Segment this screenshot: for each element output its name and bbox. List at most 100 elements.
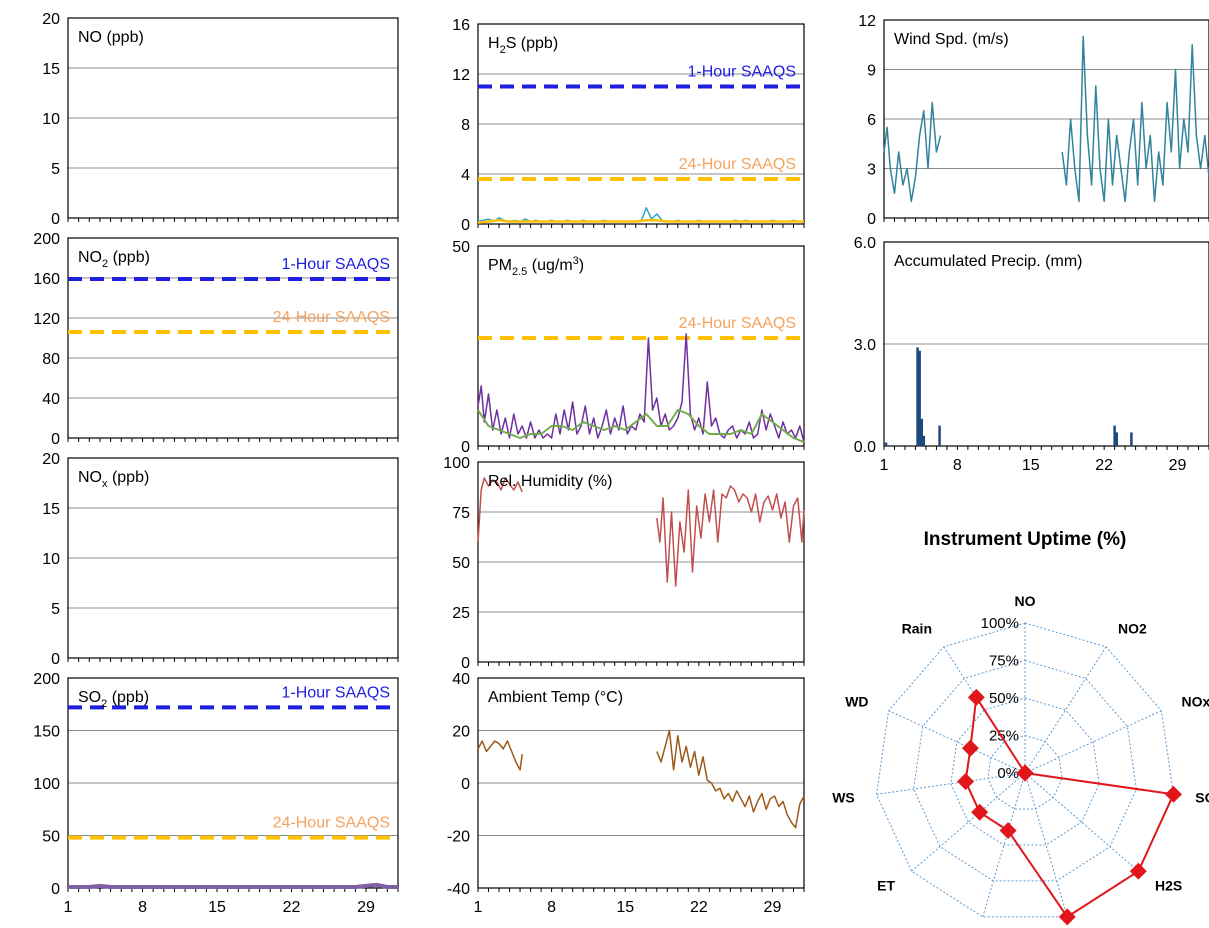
rh-y-tick-label: 0 [461, 655, 470, 672]
nox-y-tick-label: 5 [51, 601, 60, 618]
no2-y-tick-label: 120 [33, 311, 60, 328]
radar-ring [913, 659, 1137, 882]
rh-y-tick-label: 50 [452, 555, 470, 572]
h2s-plot-frame [477, 23, 805, 225]
no-y-tick-label: 0 [51, 211, 60, 228]
so2-x-tick-label: 15 [208, 899, 226, 916]
h2s-panel: 0 4 8 12 16 1-Hour SAAQS 24-Hour SAAQS H2S (ppb… [452, 17, 805, 234]
temp-series-line [477, 740, 523, 771]
temp-series-line [656, 729, 805, 829]
precip-plot-frame [883, 241, 1209, 447]
h2s-standard-label: 24-Hour SAAQS [679, 156, 796, 173]
pm25-series-line [477, 409, 805, 443]
so2-standard-label: 24-Hour SAAQS [273, 815, 390, 832]
radar-spoke [1024, 646, 1107, 774]
temp-panel: -40 -20 0 20 40 1 8 15 22 29 Ambient Temp (°C) [447, 671, 805, 916]
rh-y-tick-label: 100 [443, 455, 470, 472]
uptime-marker [1058, 908, 1076, 926]
so2-x-tick-label: 8 [138, 899, 147, 916]
temp-y-tick-label: 40 [452, 671, 470, 688]
pm25-y-tick-label: 50 [452, 239, 470, 256]
rh-plot-frame [477, 461, 805, 663]
no-panel-title: NO (ppb) [78, 29, 144, 46]
wspd-panel-title: Wind Spd. (m/s) [894, 31, 1009, 48]
precip-x-tick-label: 29 [1169, 457, 1187, 474]
radar-axis-label: WD [845, 694, 868, 710]
so2-standard-label: 1-Hour SAAQS [282, 684, 390, 701]
h2s-panel-title: H2S (ppb) [488, 35, 558, 56]
no-panel: 0 5 10 15 20 NO (ppb) [42, 11, 399, 228]
radar-axis-label: ET [877, 878, 895, 894]
radar-spoke [1024, 772, 1139, 872]
radar-axis-label: WS [832, 789, 855, 805]
h2s-y-tick-label: 4 [461, 167, 470, 184]
pm25-series-line [477, 333, 805, 443]
radar-spoke [911, 772, 1026, 872]
uptime-series-line [964, 694, 1175, 919]
h2s-standard-label: 1-Hour SAAQS [688, 64, 796, 81]
temp-x-tick-label: 8 [547, 899, 556, 916]
wspd-y-tick-label: 12 [858, 13, 876, 30]
rh-series-line [477, 477, 523, 543]
nox-plot-frame [67, 457, 399, 659]
temp-x-tick-label: 15 [616, 899, 634, 916]
no2-y-tick-label: 40 [42, 391, 60, 408]
so2-panel: 0 50 100 150 200 1 8 15 22 29 1-Hour SAAQS 24-Hour … [33, 671, 399, 916]
precip-x-tick-label: 22 [1095, 457, 1113, 474]
radar-axis-label: NOx [1181, 694, 1209, 710]
radar-spoke [876, 772, 1026, 795]
rh-y-tick-label: 25 [452, 605, 470, 622]
precip-y-tick-label: 0.0 [854, 439, 876, 456]
h2s-y-tick-label: 8 [461, 117, 470, 134]
h2s-y-tick-label: 0 [461, 217, 470, 234]
no2-plot-frame [67, 237, 399, 439]
so2-panel-title: SO2 (ppb) [78, 689, 149, 710]
pm25-plot-frame [477, 245, 805, 447]
uptime-marker [961, 739, 979, 757]
wspd-y-tick-label: 9 [867, 63, 876, 80]
nox-y-tick-label: 0 [51, 651, 60, 668]
radar-ring-label: 25% [989, 728, 1019, 745]
radar-spoke [982, 772, 1026, 918]
radar-ring-label: 50% [989, 690, 1019, 707]
h2s-y-tick-label: 12 [452, 67, 470, 84]
h2s-y-tick-label: 16 [452, 17, 470, 34]
precip-y-tick-label: 6.0 [854, 235, 876, 252]
no-y-tick-label: 5 [51, 161, 60, 178]
temp-panel-title: Ambient Temp (°C) [488, 689, 623, 706]
temp-x-tick-label: 22 [690, 899, 708, 916]
rh-panel-title: Rel. Humidity (%) [488, 473, 612, 490]
nox-y-tick-label: 20 [42, 451, 60, 468]
no2-y-tick-label: 200 [33, 231, 60, 248]
radar-spoke [1024, 710, 1162, 774]
rh-panel: 0 25 50 75 100 Rel. Humidity (%) [443, 455, 805, 672]
uptime-marker [971, 803, 989, 821]
precip-y-tick-label: 3.0 [854, 337, 876, 354]
radar-ring-label: 100% [981, 615, 1019, 632]
radar-ring [875, 622, 1175, 918]
wspd-y-tick-label: 6 [867, 112, 876, 129]
radar-ring [950, 697, 1100, 846]
wspd-y-tick-label: 0 [867, 211, 876, 228]
uptime-marker [1129, 862, 1147, 880]
no2-panel: 0 40 80 120 160 200 1-Hour SAAQS 24-Hour SAAQS N… [33, 231, 399, 448]
no2-y-tick-label: 160 [33, 271, 60, 288]
radar-spoke [1024, 772, 1068, 918]
uptime-marker [1164, 785, 1182, 803]
no2-y-tick-label: 0 [51, 431, 60, 448]
temp-y-tick-label: 0 [461, 776, 470, 793]
radar-ring [987, 734, 1063, 810]
radar-ring-label: 0% [997, 765, 1019, 782]
temp-x-tick-label: 29 [764, 899, 782, 916]
temp-y-tick-label: -40 [447, 881, 470, 898]
so2-x-tick-label: 22 [283, 899, 301, 916]
pm25-panel-title: PM2.5 (ug/m3) [488, 255, 584, 278]
no-y-tick-label: 20 [42, 11, 60, 28]
precip-panel-title: Accumulated Precip. (mm) [894, 253, 1083, 270]
temp-plot-frame [477, 677, 805, 889]
so2-y-tick-label: 50 [42, 829, 60, 846]
uptime-marker [999, 822, 1017, 840]
so2-x-tick-label: 29 [357, 899, 375, 916]
precip-x-tick-label: 8 [953, 457, 962, 474]
